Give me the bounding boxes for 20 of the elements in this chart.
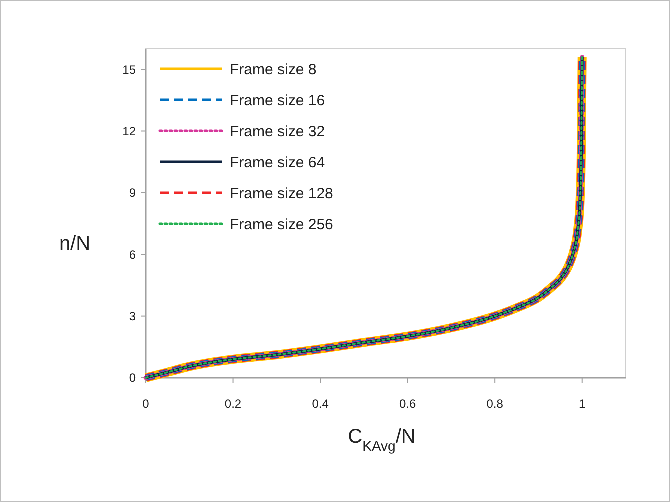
x-tick-label: 0.2 [224,397,242,411]
y-tick-label: 0 [129,371,136,386]
y-tick-label: 3 [129,310,136,324]
x-tick-label: 0 [142,397,150,411]
legend-label: Frame size 128 [230,185,334,202]
y-tick-label: 15 [122,62,136,77]
y-tick-label: 9 [129,186,136,200]
legend-label: Frame size 32 [230,123,326,140]
y-tick-label: 12 [122,124,136,138]
legend-label: Frame size 64 [230,154,326,172]
legend-label: Frame size 256 [230,216,334,234]
x-tick-label: 1 [579,397,586,411]
x-tick-label: 0.6 [399,397,416,411]
legend-label: Frame size 16 [230,92,326,110]
x-tick-label: 0.8 [486,397,504,411]
legend-label: Frame size 8 [230,61,317,78]
y-tick-label: 6 [129,248,136,262]
x-tick-label: 0.4 [312,397,330,411]
x-axis-title: C$_{KAvg}$/N [348,426,416,454]
y-axis-title: n/N [59,233,91,255]
